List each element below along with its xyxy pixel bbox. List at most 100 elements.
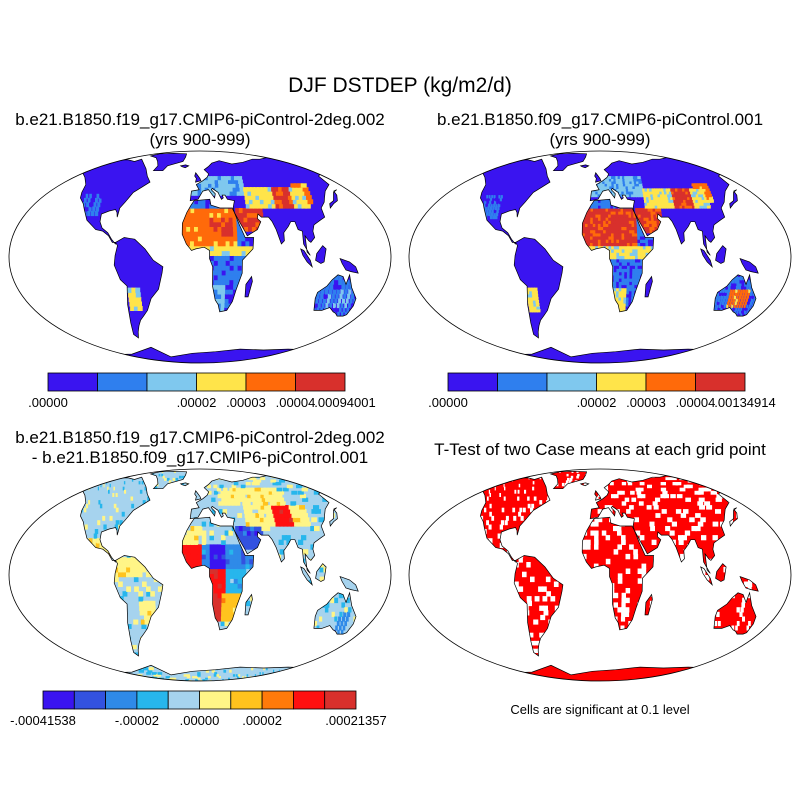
grid-cell	[113, 503, 117, 509]
grid-cell	[302, 677, 305, 680]
grid-cell	[92, 193, 96, 199]
grid-cell	[645, 248, 649, 253]
grid-cell	[217, 602, 222, 608]
grid-cell	[85, 679, 93, 681]
grid-cell	[598, 211, 602, 215]
grid-cell	[592, 242, 596, 247]
grid-cell	[637, 274, 641, 279]
grid-cell	[220, 212, 226, 218]
grid-cell	[221, 607, 226, 613]
grid-cell	[644, 226, 648, 231]
grid-cell	[135, 292, 141, 298]
grid-cell	[514, 489, 517, 494]
grid-cell	[491, 195, 494, 199]
grid-cell	[238, 183, 244, 188]
grid-cell	[245, 199, 251, 205]
grid-cell	[734, 276, 738, 281]
grid-cell	[643, 193, 647, 198]
grid-cell	[138, 481, 141, 485]
grid-cell	[621, 535, 626, 541]
grid-cell	[315, 298, 319, 304]
grid-cell	[679, 188, 684, 192]
grid-cell	[645, 214, 650, 218]
grid-cell	[618, 287, 622, 292]
grid-cell	[733, 295, 737, 300]
grid-cell	[531, 306, 535, 310]
grid-cell	[332, 289, 337, 295]
grid-cell	[736, 621, 740, 627]
grid-cell	[209, 250, 215, 256]
grid-cell	[221, 235, 227, 242]
grid-cell	[696, 183, 701, 187]
grid-cell	[247, 535, 253, 541]
grid-cell	[93, 202, 97, 208]
coastline-north-america	[60, 158, 151, 245]
grid-cell	[623, 296, 627, 301]
grid-cell	[279, 479, 285, 483]
grid-cell	[321, 289, 325, 295]
grid-cell	[659, 191, 663, 195]
grid-cell	[651, 217, 655, 221]
grid-cell	[205, 240, 211, 247]
grid-cell	[338, 616, 342, 622]
grid-cell	[716, 494, 723, 499]
grid-cell	[621, 191, 625, 195]
grid-cell	[233, 245, 239, 252]
grid-cell	[150, 600, 156, 607]
grid-cell	[611, 180, 615, 184]
colorbar-tick-label: -.00002	[115, 713, 159, 728]
grid-cell	[220, 307, 225, 312]
grid-cell	[723, 295, 726, 300]
grid-cell	[720, 307, 723, 311]
grid-cell	[684, 474, 691, 476]
grid-cell	[237, 558, 243, 565]
grid-cell	[590, 223, 594, 227]
grid-cell	[655, 513, 661, 518]
grid-cell	[595, 217, 599, 221]
grid-cell	[225, 597, 230, 604]
grid-cell	[244, 497, 250, 502]
grid-cell	[648, 220, 653, 224]
grid-cell	[39, 512, 41, 517]
grid-cell	[102, 679, 110, 681]
grid-cell	[582, 539, 587, 545]
grid-cell	[642, 239, 646, 243]
grid-cell	[587, 239, 591, 243]
grid-cell	[252, 501, 258, 506]
grid-cell	[526, 596, 532, 602]
grid-cell	[606, 178, 610, 182]
grid-cell	[108, 489, 110, 494]
coastline-sumatra	[700, 566, 713, 586]
grid-cell	[225, 558, 231, 565]
grid-cell	[332, 477, 341, 481]
grid-cell	[500, 520, 504, 526]
grid-cell	[293, 680, 297, 681]
grid-cell	[172, 477, 176, 481]
grid-cell	[340, 289, 344, 295]
grid-cell	[661, 191, 666, 195]
grid-cell	[225, 544, 230, 550]
grid-cell	[634, 239, 639, 243]
grid-cell	[669, 205, 674, 209]
grid-cell	[249, 245, 254, 252]
grid-cell	[268, 509, 275, 514]
grid-cell	[221, 597, 226, 604]
grid-cell	[473, 478, 476, 482]
grid-cell	[197, 677, 201, 680]
grid-cell	[735, 307, 738, 311]
grid-cell	[216, 674, 220, 677]
grid-cell	[554, 605, 560, 611]
grid-cell	[605, 226, 609, 231]
grid-cell	[731, 279, 735, 284]
grid-cell	[315, 672, 317, 675]
grid-cell	[205, 231, 211, 237]
grid-cell	[340, 621, 344, 627]
grid-cell	[297, 509, 303, 514]
grid-cell	[621, 248, 625, 253]
grid-cell	[229, 274, 234, 281]
grid-cell	[290, 501, 297, 506]
grid-cell	[235, 212, 241, 218]
grid-cell	[648, 242, 652, 247]
grid-cell	[619, 258, 623, 263]
grid-cell	[246, 187, 252, 192]
